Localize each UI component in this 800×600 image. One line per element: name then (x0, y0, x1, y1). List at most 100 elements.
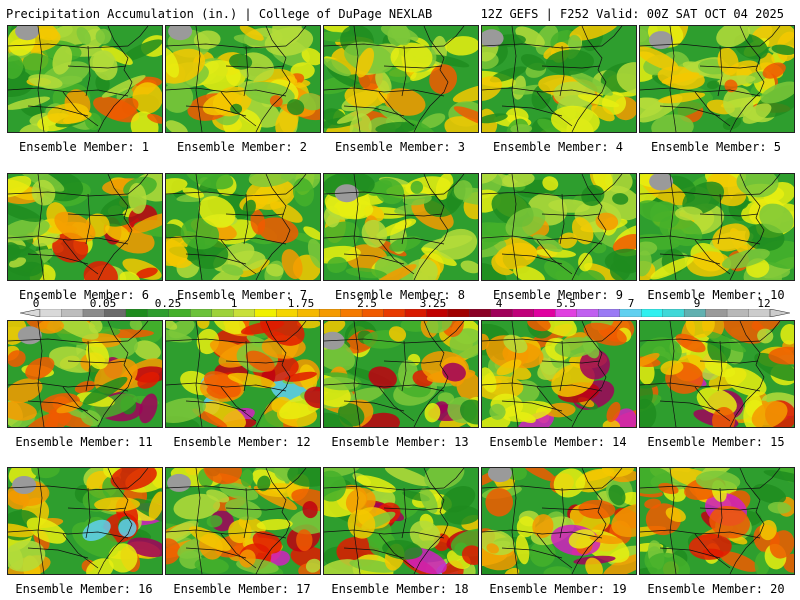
ensemble-member-map[interactable] (639, 25, 795, 133)
member-label: Ensemble Member: 1 (18, 140, 150, 154)
colorbar-segment (340, 309, 363, 317)
colorbar-tick-label: 0.05 (89, 297, 117, 310)
colorbar-tick-label: 5.5 (556, 297, 576, 310)
colorbar-segment (598, 309, 621, 317)
member-label: Ensemble Member: 16 (15, 582, 153, 596)
precip-map (8, 321, 162, 427)
ensemble-member-map[interactable] (165, 173, 321, 281)
colorbar-segment (297, 309, 320, 317)
colorbar-segment (147, 309, 170, 317)
precip-map (324, 26, 478, 132)
colorbar-tick-label: 4 (495, 297, 503, 310)
colorbar-tick-label: 12 (757, 297, 771, 310)
ensemble-member-map[interactable] (323, 25, 479, 133)
colorbar-segment (662, 309, 685, 317)
colorbar-segment (190, 309, 213, 317)
colorbar-segment (211, 309, 234, 317)
colorbar-tick-label: 9 (693, 297, 701, 310)
colorbar-segment (576, 309, 599, 317)
precip-map (166, 174, 320, 280)
ensemble-member-map[interactable] (7, 173, 163, 281)
member-label: Ensemble Member: 13 (331, 435, 469, 449)
colorbar-segment (619, 309, 642, 317)
member-label: Ensemble Member: 20 (647, 582, 785, 596)
ensemble-member-map[interactable] (481, 173, 637, 281)
precip-map (640, 321, 794, 427)
colorbar-segment (555, 309, 578, 317)
product-title: Precipitation Accumulation (in.) | Colle… (6, 7, 433, 21)
ensemble-member-map[interactable] (165, 25, 321, 133)
colorbar-segment (426, 309, 449, 317)
ensemble-member-map[interactable] (481, 320, 637, 428)
colorbar-tick-label: 1.75 (287, 297, 315, 310)
colorbar-segment (683, 309, 707, 317)
precip-map (166, 26, 320, 132)
colorbar-tick-label: 3.25 (419, 297, 447, 310)
colorbar-segment (533, 309, 556, 317)
colorbar-segment (39, 309, 63, 317)
colorbar-segment (641, 309, 664, 317)
member-label: Ensemble Member: 5 (650, 140, 782, 154)
ensemble-member-map[interactable] (7, 25, 163, 133)
precip-map (482, 321, 636, 427)
precip-map (640, 468, 794, 574)
colorbar-segment (404, 309, 428, 317)
colorbar-segment (168, 309, 191, 317)
colorbar (20, 309, 790, 317)
member-label: Ensemble Member: 8 (334, 288, 466, 302)
member-label: Ensemble Member: 7 (176, 288, 308, 302)
precip-map (166, 468, 320, 574)
valid-time: 12Z GEFS | F252 Valid: 00Z SAT OCT 04 20… (480, 7, 784, 21)
ensemble-member-map[interactable] (481, 467, 637, 575)
colorbar-segment (469, 309, 492, 317)
member-label: Ensemble Member: 15 (647, 435, 785, 449)
colorbar-segment (82, 309, 106, 317)
colorbar-segment (726, 309, 750, 317)
precip-map (324, 321, 478, 427)
ensemble-member-map[interactable] (165, 467, 321, 575)
ensemble-member-map[interactable] (323, 320, 479, 428)
ensemble-member-map[interactable] (7, 467, 163, 575)
precip-map (324, 174, 478, 280)
colorbar-tick-label: 7 (627, 297, 635, 310)
member-label: Ensemble Member: 10 (647, 288, 785, 302)
ensemble-member-map[interactable] (639, 320, 795, 428)
colorbar-segment (361, 309, 385, 317)
ensemble-member-map[interactable] (7, 320, 163, 428)
precip-map (8, 174, 162, 280)
colorbar-segment (748, 309, 771, 317)
ensemble-member-map[interactable] (323, 173, 479, 281)
member-label: Ensemble Member: 14 (489, 435, 627, 449)
member-label: Ensemble Member: 4 (492, 140, 624, 154)
precip-map (482, 174, 636, 280)
colorbar-segment (254, 309, 277, 317)
member-label: Ensemble Member: 11 (15, 435, 153, 449)
member-label: Ensemble Member: 18 (331, 582, 469, 596)
precip-map (482, 468, 636, 574)
precip-map (8, 468, 162, 574)
ensemble-member-map[interactable] (639, 467, 795, 575)
colorbar-tick-label: 0 (32, 297, 40, 310)
member-label: Ensemble Member: 17 (173, 582, 311, 596)
colorbar-segment (318, 309, 342, 317)
member-label: Ensemble Member: 9 (492, 288, 624, 302)
colorbar-segment (705, 309, 728, 317)
ensemble-member-map[interactable] (481, 25, 637, 133)
colorbar-segment (512, 309, 535, 317)
colorbar-segment (276, 309, 299, 317)
colorbar-segment (233, 309, 256, 317)
colorbar-segment (490, 309, 514, 317)
ensemble-member-map[interactable] (165, 320, 321, 428)
colorbar-tick-label: 0.25 (154, 297, 182, 310)
colorbar-segment (447, 309, 471, 317)
precip-map (8, 26, 162, 132)
colorbar-min-arrow (20, 309, 41, 317)
colorbar-segment (383, 309, 406, 317)
colorbar-tick-label: 1 (230, 297, 238, 310)
member-label: Ensemble Member: 2 (176, 140, 308, 154)
precip-map (482, 26, 636, 132)
ensemble-member-map[interactable] (639, 173, 795, 281)
member-label: Ensemble Member: 3 (334, 140, 466, 154)
colorbar-segment (61, 309, 84, 317)
ensemble-member-map[interactable] (323, 467, 479, 575)
